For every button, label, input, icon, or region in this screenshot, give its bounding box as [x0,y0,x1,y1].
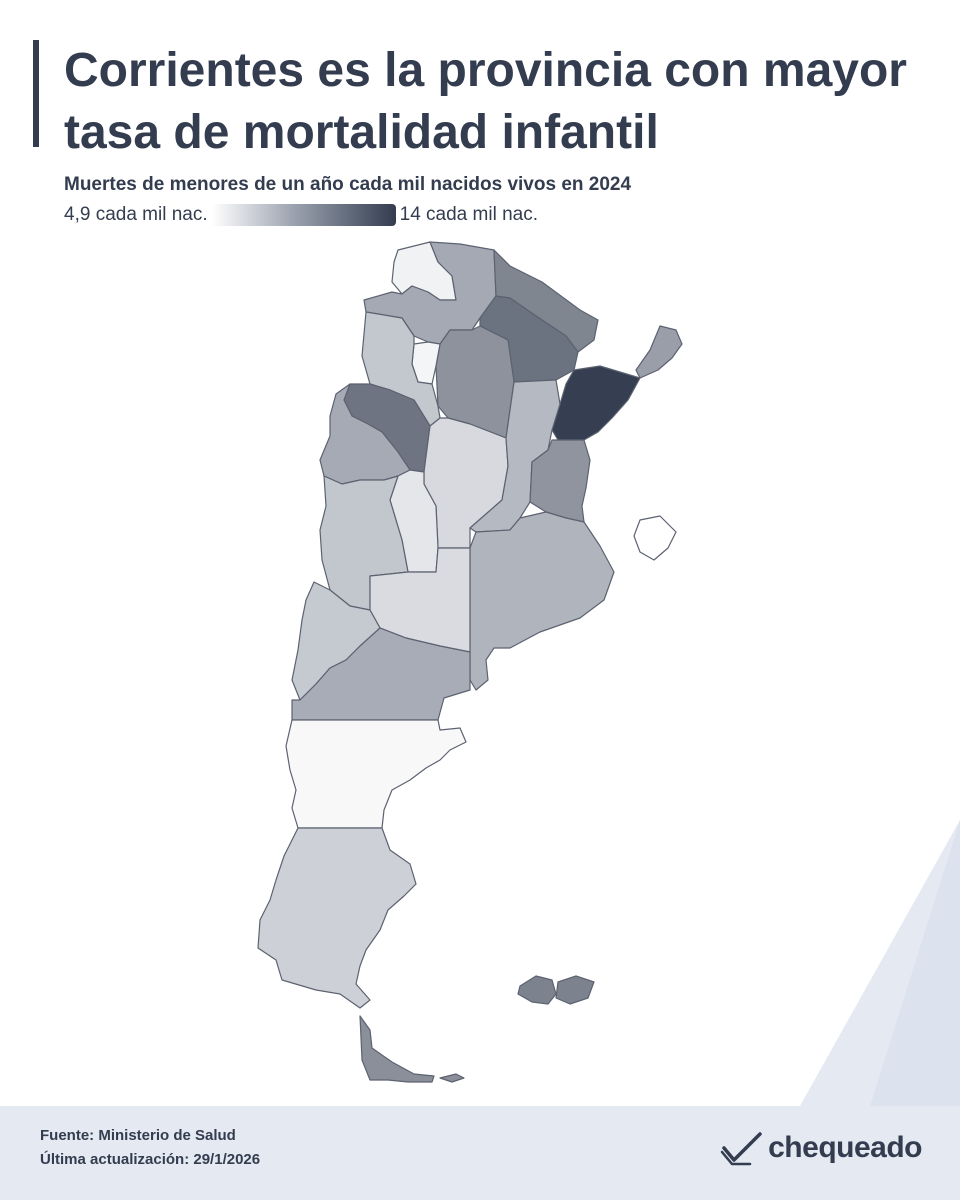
legend-min-label: 4,9 cada mil nac. [64,204,208,225]
chart-subtitle: Muertes de menores de un año cada mil na… [64,174,632,195]
footer: Fuente: Ministerio de Salud Última actua… [0,1106,960,1200]
province-tierra-del-fuego [359,1015,435,1083]
city-buenos-aires-inset [633,515,677,561]
legend-gradient-bar [211,204,396,226]
island-staten [439,1073,465,1083]
province-santa-cruz [257,827,417,1009]
province-corrientes [551,365,641,441]
islands-malvinas-west [517,975,557,1005]
province-chubut [285,719,467,829]
check-logo-icon [720,1132,762,1166]
province-buenos-aires [469,511,615,691]
update-date: Última actualización: 29/1/2026 [40,1151,261,1168]
province-chaco [479,295,579,383]
source-note: Fuente: Ministerio de Salud [40,1127,236,1144]
islands-malvinas-east [555,975,595,1005]
page-title: Corrientes es la provincia con mayor tas… [64,44,907,159]
province-misiones [635,325,683,379]
title-accent-bar [33,40,39,147]
legend-max-label: 14 cada mil nac. [399,204,538,225]
color-legend: 4,9 cada mil nac. 14 cada mil nac. [64,202,538,228]
brand-logo: chequeado [720,1130,922,1166]
brand-name: chequeado [768,1131,922,1164]
footer-text: Fuente: Ministerio de Salud Última actua… [40,1124,260,1172]
province-entre-rios [529,439,591,523]
argentina-choropleth-map [257,241,683,1083]
